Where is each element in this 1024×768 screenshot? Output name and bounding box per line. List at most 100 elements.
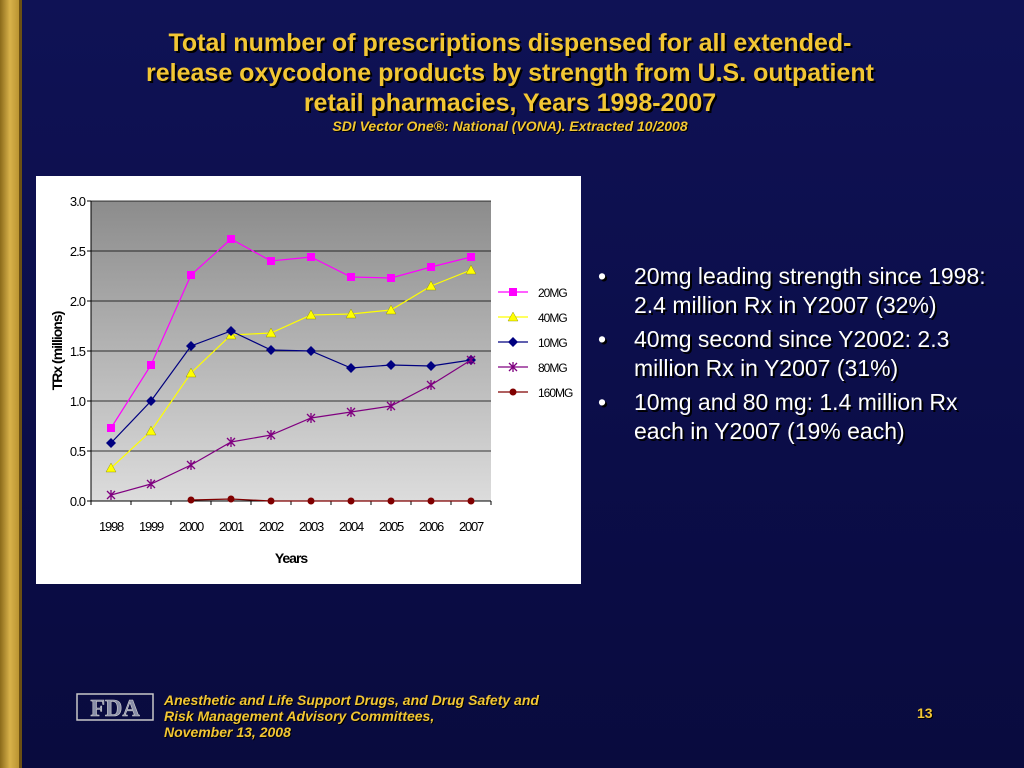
title-block: Total number of prescriptions dispensed …	[60, 28, 960, 134]
footer-line-2: Risk Management Advisory Committees,	[164, 708, 435, 724]
data-point-20mg	[107, 424, 115, 432]
data-point-10mg	[386, 360, 396, 370]
x-tick-label: 1998	[99, 519, 124, 534]
data-point-10mg	[146, 396, 156, 406]
data-point-10mg	[346, 363, 356, 373]
x-tick-label: 2007	[459, 519, 484, 534]
y-tick-label: 1.5	[70, 344, 86, 359]
data-point-160mg	[427, 497, 435, 505]
slide-subtitle: SDI Vector One®: National (VONA). Extrac…	[332, 118, 688, 134]
y-tick-label: 2.0	[70, 294, 86, 309]
slide-title: Total number of prescriptions dispensed …	[60, 28, 960, 118]
left-accent-bar	[0, 0, 22, 768]
data-point-160mg	[347, 497, 355, 505]
data-point-40mg	[265, 327, 277, 338]
data-point-20mg	[227, 235, 235, 243]
data-point-40mg	[345, 308, 357, 319]
y-tick-label: 3.0	[70, 194, 86, 209]
data-point-20mg	[387, 274, 395, 282]
legend-label: 80MG	[538, 361, 567, 375]
data-point-80mg	[226, 437, 236, 447]
x-tick-label: 2001	[219, 519, 244, 534]
legend-label: 10MG	[538, 336, 567, 350]
data-point-10mg	[306, 346, 316, 356]
data-point-20mg	[267, 257, 275, 265]
series-line-40mg	[110, 269, 472, 469]
data-point-80mg	[346, 407, 356, 417]
x-tick-label: 2004	[339, 519, 364, 534]
data-point-40mg	[305, 309, 317, 320]
data-point-80mg	[466, 355, 476, 365]
data-point-40mg	[105, 462, 117, 473]
data-point-20mg	[427, 263, 435, 271]
data-point-10mg	[266, 345, 276, 355]
data-point-80mg	[266, 430, 276, 440]
data-point-10mg	[186, 341, 196, 351]
data-point-20mg	[307, 253, 315, 261]
x-tick-label: 2002	[259, 519, 284, 534]
data-point-80mg	[386, 401, 396, 411]
data-point-40mg	[465, 264, 477, 275]
x-tick-label: 1999	[139, 519, 164, 534]
chart-panel: 0.0 0.5 1.0 1.5 2.0 2.5 3.0 1998 1999 2000 2001 200…	[36, 176, 581, 584]
title-line-2: release oxycodone products by strength f…	[146, 59, 874, 87]
data-point-40mg	[425, 280, 437, 291]
y-tick-label: 2.5	[70, 244, 86, 259]
series-line-160mg	[190, 498, 471, 502]
data-point-160mg	[227, 495, 235, 503]
x-axis-label: Years	[275, 550, 309, 566]
data-point-40mg	[385, 304, 397, 315]
legend-label: 40MG	[538, 311, 567, 325]
legend-marker	[508, 337, 518, 347]
data-point-80mg	[146, 479, 156, 489]
series-line-20mg	[110, 238, 472, 429]
footer-line-3: November 13, 2008	[164, 724, 291, 740]
bullet-item: 10mg and 80 mg: 1.4 million Rx each in Y…	[592, 388, 1012, 446]
data-point-10mg	[106, 438, 116, 448]
fda-logo: FDA	[76, 693, 154, 722]
data-point-80mg	[106, 490, 116, 500]
data-point-20mg	[467, 253, 475, 261]
bullet-item: 20mg leading strength since 1998: 2.4 mi…	[592, 262, 1012, 320]
y-tick-label: 0.0	[70, 494, 86, 509]
data-point-20mg	[187, 271, 195, 279]
data-point-160mg	[187, 496, 195, 504]
title-line-1: Total number of prescriptions dispensed …	[168, 29, 852, 57]
data-point-160mg	[307, 497, 315, 505]
y-tick-label: 0.5	[70, 444, 86, 459]
legend-marker	[509, 388, 517, 396]
legend-marker	[507, 311, 519, 322]
data-point-80mg	[186, 460, 196, 470]
data-point-20mg	[147, 361, 155, 369]
x-tick-label: 2003	[299, 519, 324, 534]
footer-text: Anesthetic and Life Support Drugs, and D…	[164, 692, 539, 740]
data-point-160mg	[467, 497, 475, 505]
footer-line-1: Anesthetic and Life Support Drugs, and D…	[164, 692, 539, 708]
x-tick-label: 2006	[419, 519, 444, 534]
data-point-40mg	[185, 367, 197, 378]
legend-marker	[509, 288, 517, 296]
data-point-20mg	[347, 273, 355, 281]
series-line-10mg	[110, 330, 472, 444]
data-point-10mg	[426, 361, 436, 371]
data-point-10mg	[226, 326, 236, 336]
y-tick-label: 1.0	[70, 394, 86, 409]
x-tick-label: 2000	[179, 519, 204, 534]
legend-label: 20MG	[538, 286, 567, 300]
data-point-160mg	[387, 497, 395, 505]
data-point-160mg	[267, 497, 275, 505]
data-point-80mg	[306, 413, 316, 423]
legend-label: 160MG	[538, 386, 573, 400]
bullet-list: 20mg leading strength since 1998: 2.4 mi…	[592, 262, 1012, 451]
fda-logo-text: FDA	[90, 696, 140, 722]
page-number: 13	[917, 705, 933, 721]
bullet-item: 40mg second since Y2002: 2.3 million Rx …	[592, 325, 1012, 383]
series-line-80mg	[110, 359, 472, 496]
line-chart: 0.0 0.5 1.0 1.5 2.0 2.5 3.0 1998 1999 2000 2001 200…	[49, 194, 574, 566]
title-line-3: retail pharmacies, Years 1998-2007	[303, 89, 717, 117]
data-point-80mg	[426, 380, 436, 390]
data-point-40mg	[145, 425, 157, 436]
legend-marker	[508, 362, 518, 372]
y-axis-label: TRx (millions)	[49, 311, 65, 390]
x-tick-label: 2005	[379, 519, 404, 534]
